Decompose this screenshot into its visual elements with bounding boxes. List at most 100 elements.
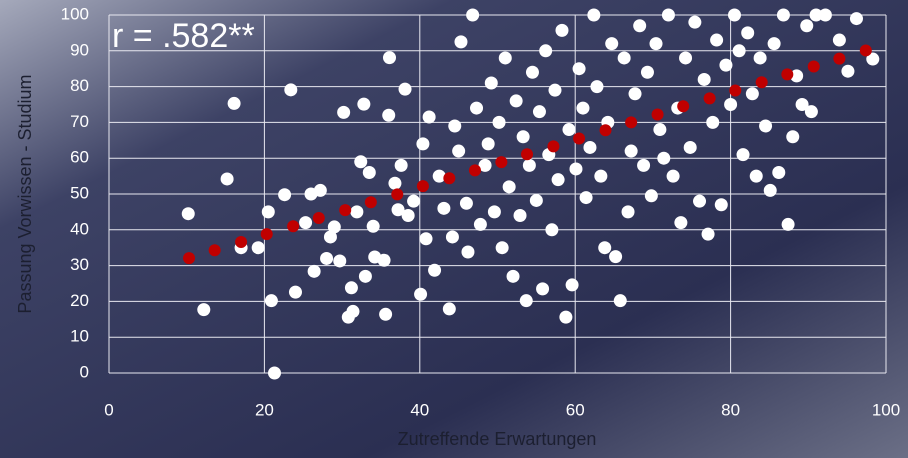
data-point — [555, 23, 569, 37]
data-point — [849, 12, 863, 26]
data-point — [448, 119, 462, 133]
data-point — [382, 51, 396, 65]
data-point — [416, 137, 430, 151]
data-point — [487, 205, 501, 219]
data-point — [506, 269, 520, 283]
trend-point — [573, 132, 586, 145]
data-point — [382, 108, 396, 122]
trend-point — [859, 44, 872, 57]
data-point — [559, 310, 573, 324]
data-point — [674, 216, 688, 230]
data-point — [197, 303, 211, 317]
data-point — [621, 205, 635, 219]
y-tick-label: 80 — [70, 76, 89, 95]
trend-point — [235, 235, 248, 248]
data-point — [727, 8, 741, 22]
data-point — [866, 52, 880, 66]
data-point — [666, 169, 680, 183]
data-point — [800, 19, 814, 33]
data-point — [525, 65, 539, 79]
data-point — [320, 251, 334, 265]
data-point — [545, 223, 559, 237]
data-point — [804, 105, 818, 119]
data-point — [649, 37, 663, 51]
x-tick-label: 0 — [104, 400, 113, 419]
data-point — [565, 278, 579, 292]
trend-point — [599, 124, 612, 137]
data-point — [710, 33, 724, 47]
y-tick-label: 90 — [70, 40, 89, 59]
data-point — [562, 123, 576, 137]
data-point — [732, 44, 746, 58]
data-point — [220, 172, 234, 186]
data-point — [724, 98, 738, 111]
trend-point — [625, 116, 638, 129]
trend-point — [364, 196, 377, 209]
data-point — [522, 158, 536, 172]
data-point — [391, 203, 405, 217]
data-point — [598, 241, 612, 255]
trend-point — [807, 60, 820, 73]
y-tick-label: 10 — [70, 327, 89, 346]
data-point — [532, 105, 546, 119]
data-point — [583, 140, 597, 154]
data-point — [841, 64, 855, 78]
y-tick-label: 60 — [70, 148, 89, 167]
trend-point — [547, 140, 560, 153]
data-point — [419, 232, 433, 246]
data-point — [551, 173, 565, 187]
data-point — [398, 82, 412, 96]
data-point — [442, 302, 456, 316]
data-point — [452, 144, 466, 158]
data-point — [745, 87, 759, 101]
data-point — [251, 241, 265, 255]
y-tick-label: 0 — [80, 362, 89, 381]
trend-point — [781, 68, 794, 81]
data-point — [519, 294, 533, 308]
data-point — [529, 193, 543, 207]
data-point — [587, 8, 601, 22]
data-point — [394, 158, 408, 172]
data-point — [697, 72, 711, 86]
data-point — [459, 196, 473, 210]
data-point — [818, 8, 832, 22]
data-point — [790, 69, 804, 83]
trend-point — [183, 252, 196, 265]
data-point — [346, 304, 360, 318]
x-tick-label: 20 — [255, 400, 274, 419]
trend-point — [468, 164, 481, 177]
data-point — [307, 264, 321, 278]
data-point — [495, 241, 509, 255]
data-point — [590, 80, 604, 94]
data-point — [304, 187, 318, 201]
data-point — [333, 254, 347, 268]
data-point — [657, 151, 671, 165]
y-tick-label: 20 — [70, 291, 89, 310]
data-point — [377, 253, 391, 267]
data-point — [492, 115, 506, 129]
data-point — [323, 230, 337, 244]
data-point — [640, 65, 654, 79]
trend-point — [260, 228, 273, 241]
trend-point — [833, 52, 846, 65]
y-tick-label: 30 — [70, 255, 89, 274]
data-point — [358, 269, 372, 283]
data-point — [832, 33, 846, 47]
data-point — [653, 123, 667, 137]
data-point — [624, 144, 638, 158]
y-axis-title: Passung Vorwissen - Studium — [15, 74, 35, 313]
data-point — [481, 137, 495, 151]
data-point — [569, 162, 583, 176]
data-point — [714, 198, 728, 212]
data-point — [605, 37, 619, 51]
data-point — [763, 183, 777, 197]
data-point — [513, 208, 527, 222]
trend-point — [703, 92, 716, 105]
data-point — [809, 8, 823, 22]
data-point — [327, 220, 341, 234]
data-point — [637, 158, 651, 172]
data-point — [579, 191, 593, 205]
data-point — [633, 19, 647, 33]
data-point — [572, 62, 586, 76]
